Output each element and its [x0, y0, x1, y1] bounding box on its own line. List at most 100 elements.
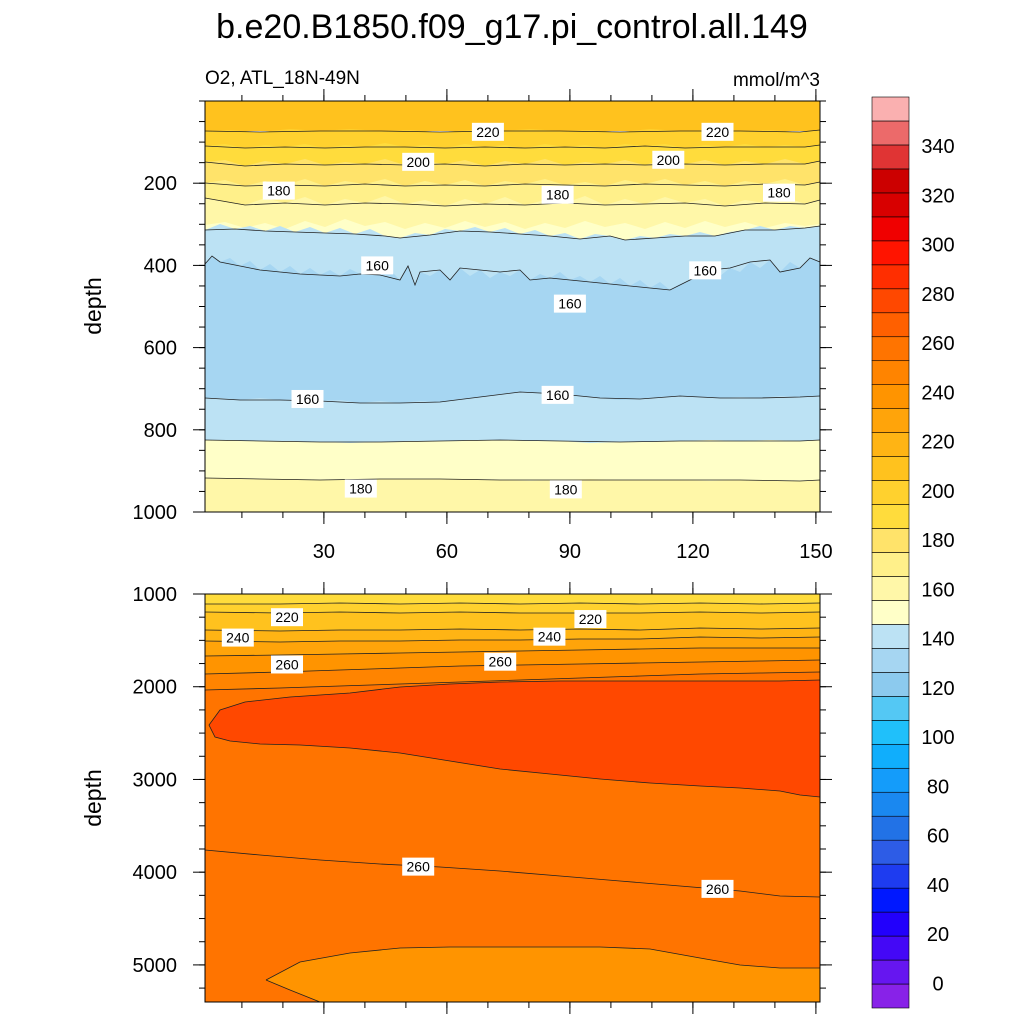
- colorbar-tick-label: 40: [927, 875, 949, 897]
- colorbar-swatch: [871, 576, 910, 601]
- band-l-225: [205, 628, 820, 642]
- contour-label: 160: [291, 389, 324, 408]
- contour-label: 220: [471, 122, 504, 141]
- colorbar-swatch: [871, 672, 910, 697]
- band-l-core: [209, 680, 820, 797]
- chart-subtitle-left: O2, ATL_18N-49N: [205, 68, 360, 89]
- colorbar-tick-label: 260: [921, 333, 954, 355]
- colorbar-swatch: [871, 743, 910, 769]
- colorbar-swatch: [871, 336, 910, 362]
- colorbar-tick-label: 220: [921, 432, 954, 454]
- contour-line: [204, 160, 821, 167]
- colorbar-swatch: [871, 767, 910, 793]
- lower-panel: 220 220 240 240 260 260 260 260 1000 2000 3000 400…: [80, 582, 832, 1014]
- contour-line: [204, 439, 821, 443]
- y-tick-label: 600: [144, 338, 177, 360]
- contour-line: [204, 647, 820, 657]
- svg-text:180: 180: [267, 183, 291, 199]
- colorbar-swatch: [871, 528, 910, 553]
- band-l-200: [205, 594, 820, 604]
- upper-y-axis-label: depth: [80, 277, 106, 335]
- svg-text:240: 240: [226, 630, 250, 646]
- colorbar-swatch: [871, 408, 910, 433]
- colorbar-swatch: [871, 935, 910, 961]
- svg-text:180: 180: [546, 187, 570, 203]
- svg-text:160: 160: [558, 296, 582, 312]
- colorbar-tick-label: 80: [927, 776, 949, 798]
- colorbar-tick-label: 340: [921, 136, 954, 158]
- contour-label: 200: [652, 150, 685, 169]
- contour-line: [204, 671, 821, 691]
- contour-line: [204, 255, 821, 291]
- x-tick-label: 30: [313, 541, 335, 563]
- svg-text:260: 260: [489, 654, 513, 670]
- upper-panel: 220 220 200 200 180 180 180 160 160 160 160 160 180 1…: [80, 89, 833, 563]
- x-tick-label: 120: [676, 541, 709, 563]
- colorbar-tick-label: 200: [921, 481, 954, 503]
- y-tick-label: 1000: [133, 502, 178, 524]
- contour-line: [204, 659, 821, 675]
- upper-contour-labels: 220 220 200 200 180 180 180 160 160 160 160 160 180 1…: [262, 122, 795, 499]
- colorbar-swatch: [871, 839, 910, 865]
- svg-text:160: 160: [296, 391, 320, 407]
- svg-text:220: 220: [476, 124, 500, 140]
- contour-line: [208, 679, 821, 798]
- band-l-bottom: [266, 947, 820, 1002]
- contour-label: 220: [701, 122, 734, 141]
- svg-text:260: 260: [275, 656, 299, 672]
- colorbar-swatch: [871, 144, 910, 170]
- contour-label: 180: [541, 185, 574, 204]
- colorbar-swatch: [871, 887, 910, 913]
- colorbar-swatch: [871, 432, 910, 457]
- contour-label: 180: [763, 183, 795, 202]
- contour-line: [204, 144, 821, 149]
- colorbar-swatch: [871, 456, 910, 481]
- contour-line: [204, 129, 821, 133]
- colorbar-swatch: [871, 791, 910, 817]
- svg-text:260: 260: [706, 881, 730, 897]
- colorbar-swatch: [871, 288, 910, 314]
- upper-contour-fill: [205, 101, 820, 512]
- colorbar-swatch: [871, 216, 910, 242]
- y-tick-label: 2000: [133, 677, 178, 699]
- contour-label: 160: [689, 261, 722, 280]
- contour-label: 240: [221, 628, 254, 647]
- svg-text:220: 220: [706, 124, 730, 140]
- svg-text:180: 180: [554, 481, 578, 497]
- y-tick-label: 400: [144, 255, 177, 277]
- colorbar-swatch: [871, 696, 910, 721]
- contour-line: [204, 225, 821, 241]
- colorbar-swatch: [871, 959, 910, 985]
- lower-axes: 1000 2000 3000 4000 5000: [133, 582, 832, 1014]
- upper-axes: 200 400 600 800 1000 30 60 90 120 150: [133, 89, 833, 563]
- svg-text:160: 160: [366, 257, 390, 273]
- contour-label: 220: [574, 610, 607, 629]
- colorbar-tick-label: 300: [921, 235, 954, 257]
- colorbar-tick-label: 60: [927, 826, 949, 848]
- svg-text:220: 220: [275, 609, 299, 625]
- contour-label: 220: [271, 608, 303, 627]
- colorbar-swatch: [871, 120, 910, 146]
- y-tick-label: 3000: [133, 769, 178, 791]
- band-u-170b: [205, 478, 820, 512]
- colorbar-swatch: [871, 360, 910, 385]
- colorbar-tick-label: 160: [921, 579, 954, 601]
- colorbar-swatch: [871, 815, 910, 841]
- contour-line: [265, 979, 321, 1003]
- colorbar-swatch: [871, 384, 910, 409]
- colorbar-swatch: [871, 192, 910, 218]
- contour-label: 240: [533, 627, 566, 646]
- contour-label: 180: [549, 480, 582, 499]
- contour-line: [204, 611, 821, 614]
- contour-label: 160: [553, 294, 586, 313]
- svg-text:200: 200: [657, 152, 681, 168]
- y-tick-label: 200: [144, 173, 177, 195]
- band-l-245: [205, 660, 820, 690]
- colorbar-swatch: [871, 240, 910, 266]
- colorbar-tick-label: 100: [921, 727, 954, 749]
- colorbar-swatch: [871, 504, 910, 529]
- colorbar-swatch: [871, 648, 910, 673]
- colorbar: 0 20 40 60 80 100 120 140 160 180 200 220 240 260 280 3…: [871, 96, 955, 1009]
- contour-line: [204, 849, 821, 898]
